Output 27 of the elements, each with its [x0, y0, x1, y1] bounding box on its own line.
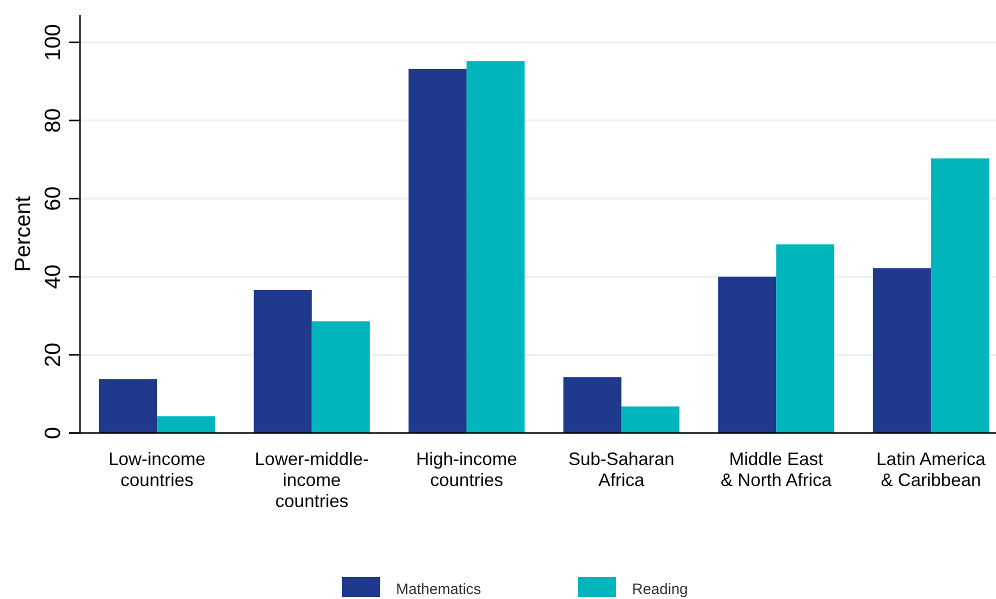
bar	[99, 379, 158, 433]
bar	[621, 406, 680, 433]
x-tick-label: Sub-Saharan Africa	[568, 449, 674, 490]
x-tick-label: Latin America & Caribbean	[876, 449, 986, 490]
bar	[408, 68, 467, 433]
bar	[718, 276, 776, 433]
bar	[254, 290, 312, 433]
bar	[563, 377, 622, 433]
legend-label: Reading	[632, 581, 688, 598]
legend-label: Mathematics	[396, 581, 482, 598]
y-tick-label: 40	[40, 264, 65, 289]
y-tick-label: 0	[40, 426, 65, 440]
y-tick-label: 100	[40, 24, 65, 61]
y-tick-label: 80	[40, 108, 65, 133]
bar	[466, 61, 525, 433]
y-tick-label: 60	[40, 186, 65, 211]
y-tick-label: 20	[40, 342, 65, 368]
x-tick-label: High-income countries	[416, 449, 518, 490]
bar	[312, 321, 370, 433]
x-tick-label: Low-income countries	[108, 449, 206, 490]
bar	[930, 158, 989, 433]
x-tick-label: Lower-middle- income countries	[254, 449, 369, 511]
bar	[872, 268, 931, 433]
y-axis-title: Percent	[10, 196, 35, 272]
bar	[157, 416, 216, 433]
bar	[776, 244, 834, 433]
x-tick-label: Middle East & North Africa	[720, 449, 833, 490]
